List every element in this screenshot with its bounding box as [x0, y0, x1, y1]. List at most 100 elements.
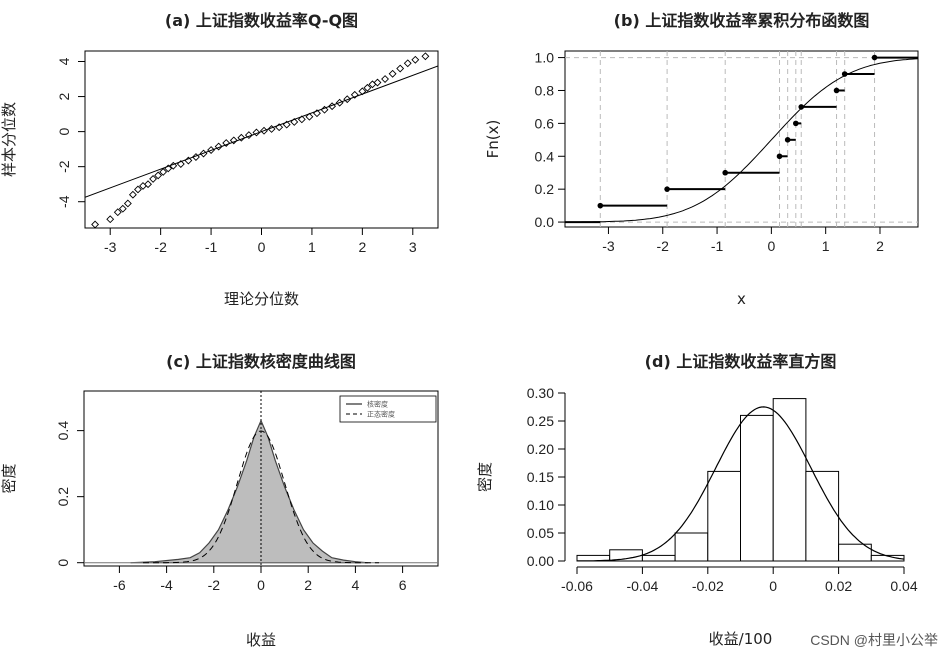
qq-point [176, 160, 185, 168]
y-tick-label: 2 [56, 92, 72, 100]
x-axis-label: x [737, 290, 746, 308]
x-tick-label: 0 [769, 578, 777, 594]
histogram-bar [641, 554, 676, 562]
x-tick-label: -1 [205, 239, 218, 255]
histogram-bar [772, 398, 807, 562]
y-tick-label: -2 [56, 160, 72, 173]
qq-point [169, 161, 178, 170]
x-tick-label: 6 [399, 577, 407, 593]
qq-point [290, 118, 299, 126]
y-tick-label: 1.0 [535, 50, 555, 66]
histogram-bar [707, 470, 741, 562]
qq-point [159, 167, 168, 176]
panel-b: -3 -2 -1 0 1 2 0.0 0.2 0.4 0.6 0.8 1.0 (b) 上证指数收益率累积… [484, 11, 919, 308]
histogram-bar [805, 470, 840, 562]
ecdf-point [776, 153, 783, 160]
qq-point [260, 126, 268, 135]
x-tick-label: 2 [358, 239, 366, 255]
qq-point [343, 95, 352, 104]
x-tick-label: 2 [304, 577, 312, 593]
x-tick-label: -4 [160, 577, 173, 593]
x-tick-label: -1 [711, 238, 724, 254]
qq-point [421, 52, 430, 61]
qq-point [154, 171, 163, 180]
histogram-bar [838, 543, 872, 562]
y-tick-label: 0.8 [535, 82, 555, 98]
y-tick-label: 0 [56, 128, 72, 136]
x-tick-label: -3 [104, 239, 117, 255]
ecdf-point [798, 104, 805, 110]
qq-point [149, 174, 158, 183]
ecdf-point [833, 87, 840, 94]
qq-point [305, 112, 314, 121]
qq-point [184, 156, 193, 165]
qq-point [275, 123, 284, 132]
y-tick-label: 0.20 [527, 441, 554, 457]
qq-point [328, 102, 337, 111]
ecdf-point [722, 169, 729, 176]
qq-point [411, 55, 420, 64]
y-tick-label: 0.2 [535, 181, 555, 197]
histogram-bar [740, 414, 774, 562]
normal-curve [577, 406, 905, 562]
y-tick-label: 0.0 [535, 214, 555, 230]
qq-point [237, 133, 246, 142]
watermark: CSDN @村里小公举 [810, 632, 938, 648]
qq-point [199, 149, 208, 158]
qq-point [350, 90, 359, 99]
y-axis-label: 样本分位数 [0, 102, 18, 177]
x-tick-label: -0.06 [561, 578, 593, 594]
qq-point [320, 105, 329, 114]
qq-point [358, 87, 367, 96]
x-tick-label: 0 [258, 239, 266, 255]
y-tick-label: -4 [56, 195, 72, 208]
qq-point [313, 109, 321, 118]
x-axis-label: 收益/100 [709, 630, 773, 648]
ecdf-point [784, 137, 791, 143]
ecdf-point [871, 54, 878, 61]
x-tick-label: -3 [602, 238, 615, 254]
chart-title: (a) 上证指数收益率Q-Q图 [165, 11, 358, 30]
qq-point [403, 59, 412, 68]
kde-area [130, 419, 368, 564]
legend-label: 正态密度 [367, 410, 395, 419]
x-tick-label: -2 [208, 577, 221, 593]
y-tick-label: 0.10 [527, 497, 554, 513]
qq-point [297, 115, 306, 124]
legend-box [339, 395, 437, 423]
x-tick-label: 1 [822, 238, 830, 254]
qq-point [335, 98, 344, 107]
x-tick-label: 3 [409, 239, 417, 255]
x-tick-label: -0.04 [626, 578, 658, 594]
qq-point [128, 190, 137, 199]
legend-label: 核密度 [367, 400, 388, 409]
qq-point [113, 208, 122, 217]
y-tick-label: 0 [55, 559, 71, 567]
x-tick-label: 1 [308, 239, 316, 255]
y-axis-label: 密度 [476, 462, 494, 492]
qq-point [396, 64, 405, 73]
x-tick-label: -6 [113, 577, 126, 593]
chart-title: (c) 上证指数核密度曲线图 [166, 352, 356, 371]
histogram-bar [674, 532, 709, 562]
qq-point [192, 153, 200, 161]
y-tick-label: 0.6 [535, 115, 555, 131]
qq-point [244, 131, 253, 140]
x-tick-label: 4 [352, 577, 360, 593]
qq-point [282, 120, 291, 129]
qq-point [222, 139, 231, 147]
x-axis-label: 理论分位数 [224, 290, 299, 308]
qq-point [252, 128, 261, 137]
qq-point [91, 220, 100, 229]
y-axis-label: Fn(x) [484, 120, 502, 159]
chart-title: (d) 上证指数收益率直方图 [645, 352, 837, 371]
ecdf-point [664, 186, 670, 192]
qq-point [164, 164, 173, 173]
y-tick-label: 0.2 [55, 487, 71, 507]
qq-point [144, 180, 152, 189]
qq-point [381, 75, 389, 83]
x-tick-label: -2 [154, 239, 167, 255]
